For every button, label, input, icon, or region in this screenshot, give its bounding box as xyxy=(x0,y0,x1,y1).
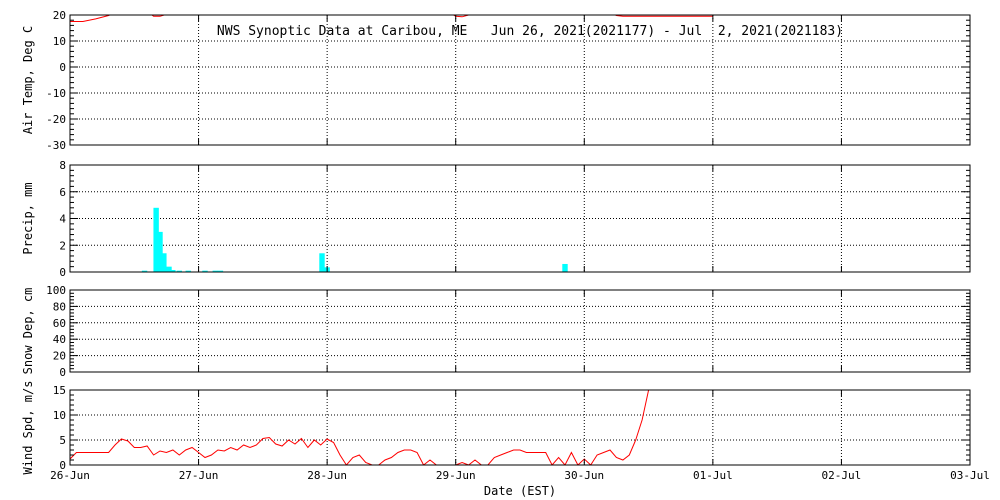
series-line xyxy=(70,15,136,22)
precip-bar xyxy=(202,270,208,272)
y-tick-label: 60 xyxy=(53,317,66,330)
precip-bar xyxy=(212,270,218,272)
precip-bar xyxy=(217,270,224,272)
x-tick-label: 28-Jun xyxy=(307,469,347,482)
x-tick-label: 29-Jun xyxy=(436,469,476,482)
y-tick-label: 8 xyxy=(59,159,66,172)
precip-bar xyxy=(185,270,191,272)
series-line xyxy=(151,15,167,17)
precip-bar xyxy=(319,253,325,272)
y-axis-label: Air Temp, Deg C xyxy=(21,26,35,134)
y-tick-label: 100 xyxy=(46,284,66,297)
y-tick-label: 15 xyxy=(53,384,66,397)
y-tick-label: -20 xyxy=(46,113,66,126)
y-tick-label: 10 xyxy=(53,409,66,422)
series-line xyxy=(70,390,650,465)
y-tick-label: 20 xyxy=(53,9,66,22)
y-tick-label: 80 xyxy=(53,300,66,313)
chart-title: NWS Synoptic Data at Caribou, ME Jun 26,… xyxy=(217,24,843,39)
panel-frame xyxy=(69,289,971,373)
y-tick-label: 5 xyxy=(59,434,66,447)
x-tick-label: 30-Jun xyxy=(564,469,604,482)
x-axis-label: Date (EST) xyxy=(484,484,556,498)
y-tick-label: 0 xyxy=(59,266,66,279)
panel-1: -30 -20 -10 0 10 20 Air Temp, Deg C xyxy=(21,9,971,152)
y-axis-label: Snow Dep, cm xyxy=(21,288,35,375)
y-tick-label: 6 xyxy=(59,186,66,199)
precip-bar xyxy=(153,207,159,272)
precip-bar xyxy=(166,266,172,272)
x-tick-label: 01-Jul xyxy=(693,469,733,482)
y-tick-label: -10 xyxy=(46,87,66,100)
precip-bar xyxy=(170,269,176,272)
x-tick-label: 27-Jun xyxy=(179,469,219,482)
precip-bar xyxy=(562,263,568,272)
x-tick-label: 02-Jul xyxy=(822,469,862,482)
series-line xyxy=(488,12,501,13)
precip-bar xyxy=(176,270,182,272)
series-line xyxy=(614,15,713,17)
y-tick-label: 0 xyxy=(59,459,66,472)
y-axis-label: Precip, mm xyxy=(21,182,35,254)
y-tick-label: 10 xyxy=(53,35,66,48)
chart-panels: -30 -20 -10 0 10 20 Air Temp, Deg C 0 2 4 6 8 Precip… xyxy=(21,9,990,482)
y-tick-label: 0 xyxy=(59,366,66,379)
x-tick-label: 26-Jun xyxy=(50,469,90,482)
y-tick-label: 2 xyxy=(59,239,66,252)
panel-2: 0 2 4 6 8 Precip, mm xyxy=(21,159,971,279)
panel-3: 0 20 40 60 80 100 Snow Dep, cm xyxy=(21,284,971,379)
y-tick-label: 20 xyxy=(53,350,66,363)
panel-4: 0 5 10 15 Wind Spd, m/s xyxy=(21,381,971,475)
y-tick-label: 0 xyxy=(59,61,66,74)
panel-frame xyxy=(69,14,971,146)
precip-bar xyxy=(141,270,148,272)
series-line xyxy=(452,15,474,18)
y-tick-label: -30 xyxy=(46,139,66,152)
y-tick-label: 4 xyxy=(59,213,66,226)
precip-bar xyxy=(157,231,163,272)
precip-bar xyxy=(161,253,167,272)
y-axis-label: Wind Spd, m/s xyxy=(21,381,35,475)
y-tick-label: 40 xyxy=(53,333,66,346)
x-tick-label: 03-Jul xyxy=(950,469,990,482)
panel-frame xyxy=(69,389,971,466)
